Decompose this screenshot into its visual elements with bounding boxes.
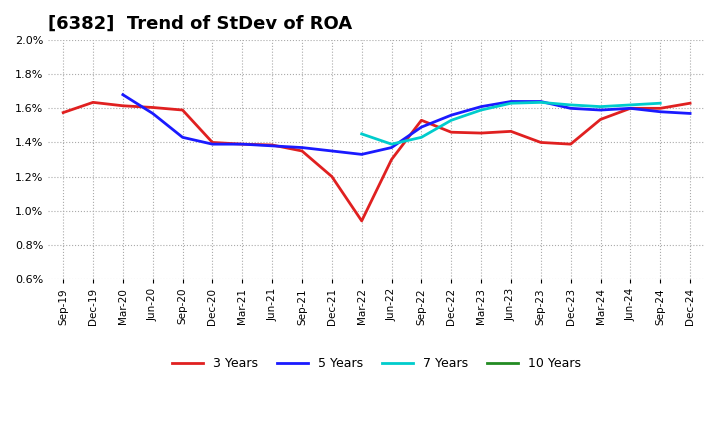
3 Years (357, 218, 366, 224)
5 Years (417, 125, 426, 130)
3 Years (507, 129, 516, 134)
Line: 5 Years: 5 Years (123, 95, 690, 154)
5 Years (477, 104, 485, 109)
3 Years (119, 103, 127, 108)
3 Years (536, 140, 545, 145)
5 Years (148, 111, 157, 116)
3 Years (685, 101, 694, 106)
5 Years (357, 152, 366, 157)
5 Years (268, 143, 276, 148)
5 Years (179, 135, 187, 140)
5 Years (536, 99, 545, 104)
3 Years (567, 142, 575, 147)
5 Years (297, 145, 306, 150)
5 Years (567, 106, 575, 111)
5 Years (685, 111, 694, 116)
5 Years (507, 99, 516, 104)
5 Years (596, 107, 605, 113)
5 Years (387, 145, 396, 150)
3 Years (596, 117, 605, 122)
3 Years (208, 140, 217, 145)
Line: 3 Years: 3 Years (63, 103, 690, 221)
3 Years (238, 142, 246, 147)
Legend: 3 Years, 5 Years, 7 Years, 10 Years: 3 Years, 5 Years, 7 Years, 10 Years (167, 352, 586, 375)
3 Years (268, 143, 276, 148)
3 Years (179, 107, 187, 113)
3 Years (387, 157, 396, 162)
3 Years (656, 106, 665, 111)
5 Years (626, 106, 635, 111)
5 Years (447, 113, 456, 118)
3 Years (328, 174, 336, 179)
3 Years (89, 100, 97, 105)
5 Years (238, 142, 246, 147)
Text: [6382]  Trend of StDev of ROA: [6382] Trend of StDev of ROA (48, 15, 352, 33)
3 Years (297, 148, 306, 154)
3 Years (477, 130, 485, 136)
3 Years (59, 110, 68, 115)
5 Years (328, 148, 336, 154)
3 Years (447, 129, 456, 135)
5 Years (208, 142, 217, 147)
3 Years (626, 106, 635, 111)
3 Years (417, 117, 426, 123)
3 Years (148, 105, 157, 110)
5 Years (656, 109, 665, 114)
5 Years (119, 92, 127, 97)
